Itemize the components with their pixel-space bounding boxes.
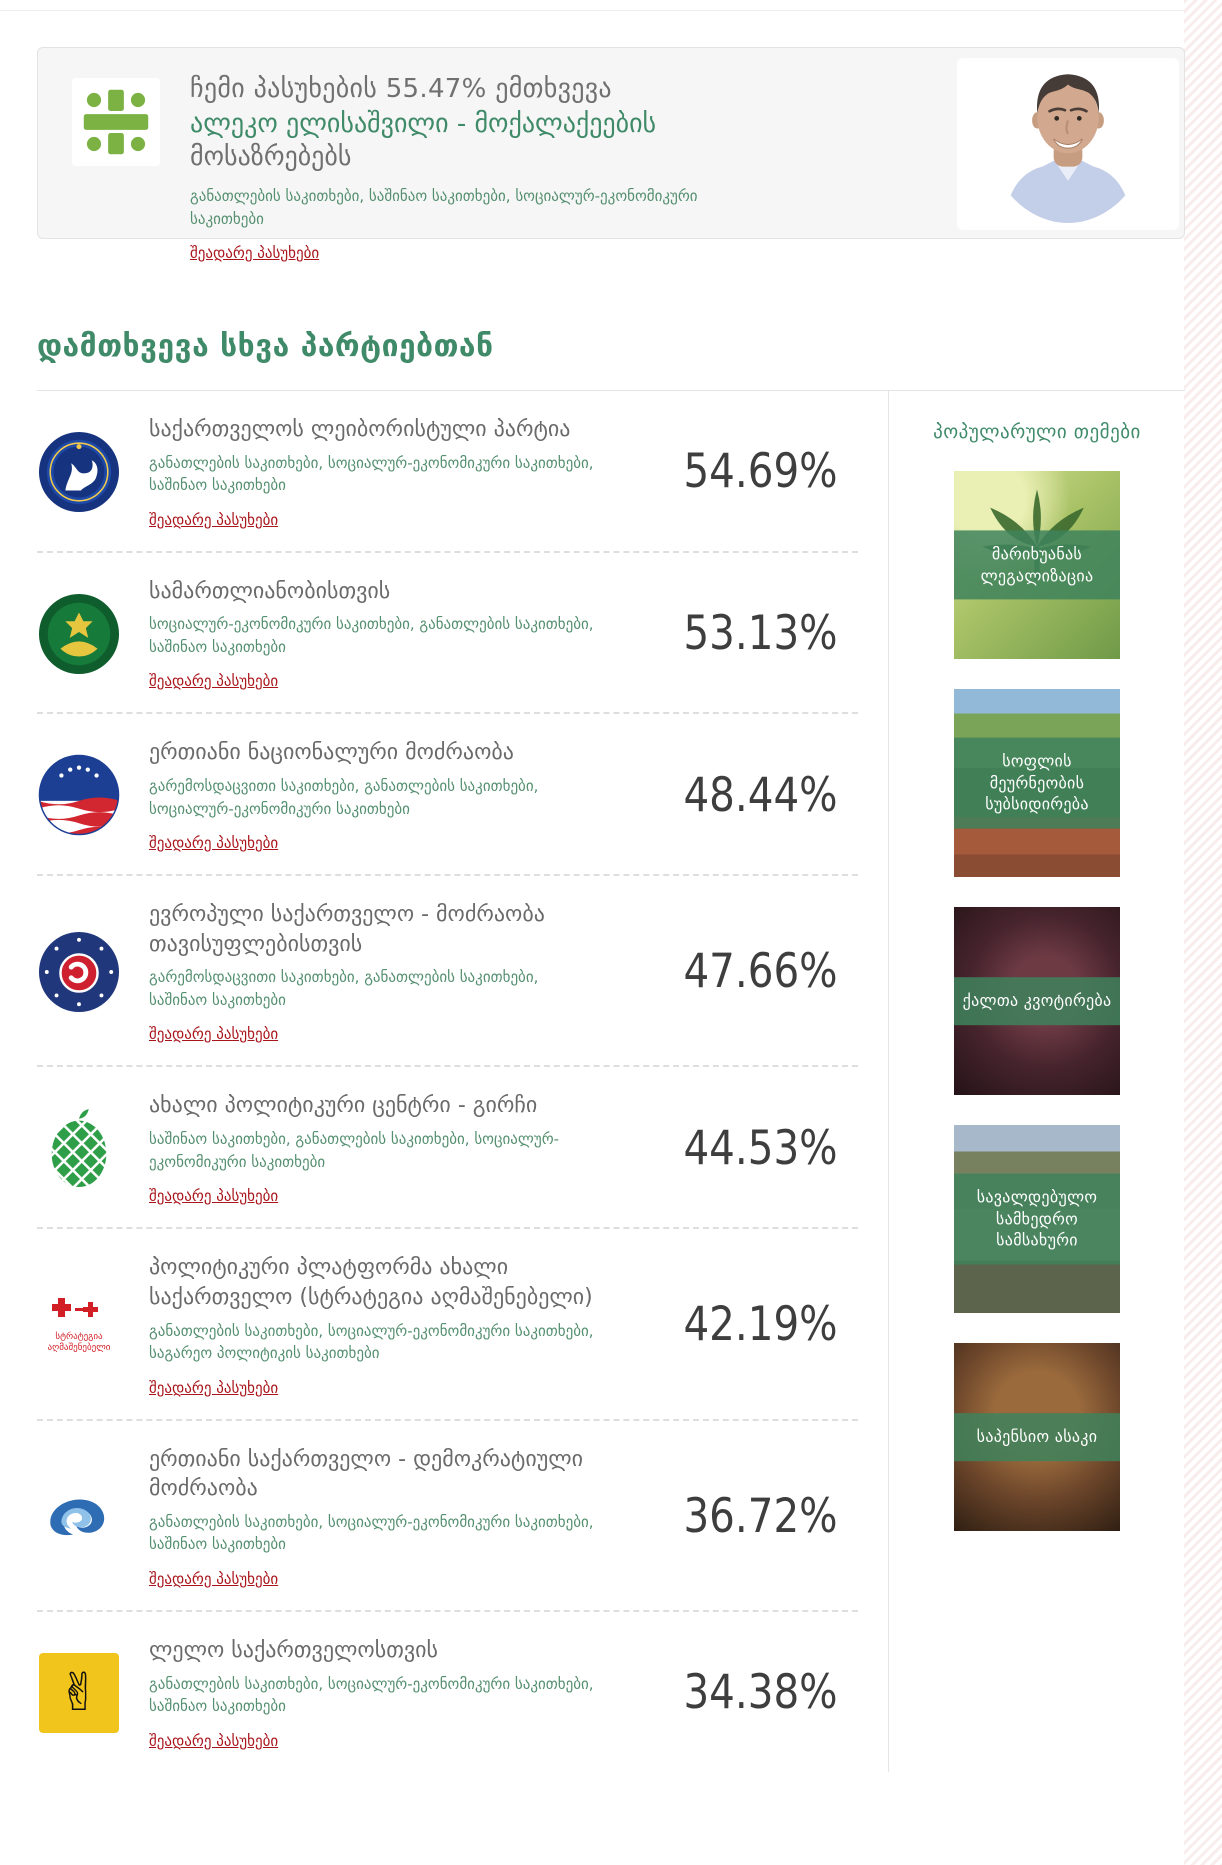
party-info: ერთიანი ნაციონალური მოძრაობა გარემოსდაცვ… xyxy=(149,738,594,852)
party-list-item: ახალი პოლიტიკური ცენტრი - გირჩი საშინაო … xyxy=(37,1067,858,1230)
party-topics: გარემოსდაცვითი საკითხები, განათლების საკ… xyxy=(149,777,539,818)
party-info: სამართლიანობისთვის სოციალურ-ეკონომიკური … xyxy=(149,577,594,691)
topic-card-women-quotas[interactable]: ქალთა კვოტირება xyxy=(954,907,1120,1095)
european-georgia-logo xyxy=(37,930,121,1014)
party-list-item: ✌ ლელო საქართველოსთვის განათლების საკითხ… xyxy=(37,1612,858,1772)
match-percentage: 44.53% xyxy=(683,1120,838,1176)
content-wrapper: ჩემი პასუხების 55.47% ემთხვევა ალეკო ელი… xyxy=(37,47,1185,1772)
party-info: საქართველოს ლეიბორისტული პარტია განათლებ… xyxy=(149,415,594,529)
compare-answers-link[interactable]: შეადარე პასუხები xyxy=(149,672,279,691)
topic-label: მარიხუანას ლეგალიზაცია xyxy=(954,530,1120,600)
my-result-card: ჩემი პასუხების 55.47% ემთხვევა ალეკო ელი… xyxy=(37,47,1185,262)
party-name[interactable]: ერთიანი ნაციონალური მოძრაობა xyxy=(149,740,514,766)
match-percentage: 53.13% xyxy=(683,606,838,662)
party-topics: განათლების საკითხები, სოციალურ-ეკონომიკუ… xyxy=(149,453,594,495)
party-info: ახალი პოლიტიკური ცენტრი - გირჩი საშინაო … xyxy=(149,1091,594,1205)
compare-answers-link[interactable]: შეადარე პასუხები xyxy=(149,1025,279,1044)
victory-hand-icon: ✌ xyxy=(57,1662,101,1723)
match-percentage: 47.66% xyxy=(683,944,838,1000)
party-list-item: სტრატეგია აღმაშენებელი პოლიტიკური პლატფო… xyxy=(37,1229,858,1421)
top-navbar-edge xyxy=(0,0,1222,11)
party-topics: სოციალურ-ეკონომიკური საკითხები, განათლებ… xyxy=(149,615,594,656)
match-percentage-line: ჩემი პასუხების 55.47% ემთხვევა xyxy=(190,74,612,104)
party-topics: განათლების საკითხები, სოციალურ-ეკონომიკუ… xyxy=(149,1674,594,1716)
topic-card-marijuana[interactable]: მარიხუანას ლეგალიზაცია xyxy=(954,471,1120,659)
sidebar-title: პოპულარული თემები xyxy=(933,421,1141,443)
match-percentage: 48.44% xyxy=(683,767,838,823)
match-percentage: 54.69% xyxy=(683,444,838,500)
party-list: საქართველოს ლეიბორისტული პარტია განათლებ… xyxy=(37,391,889,1772)
strategy-aghmashenebeli-logo: სტრატეგია აღმაშენებელი xyxy=(37,1283,121,1367)
citizens-green-cross-icon xyxy=(83,89,149,155)
candidate-photo xyxy=(957,58,1179,230)
united-georgia-swirl-logo xyxy=(37,1474,121,1558)
party-list-item: სამართლიანობისთვის სოციალურ-ეკონომიკური … xyxy=(37,553,858,715)
topic-card-pension-age[interactable]: საპენსიო ასაკი xyxy=(954,1343,1120,1531)
for-justice-logo xyxy=(37,592,121,676)
compare-answers-link[interactable]: შეადარე პასუხები xyxy=(149,1569,279,1588)
strategy-logo-text: სტრატეგია აღმაშენებელი xyxy=(47,1332,111,1353)
results-panel: საქართველოს ლეიბორისტული პარტია განათლებ… xyxy=(37,390,1185,1772)
party-info: ლელო საქართველოსთვის განათლების საკითხებ… xyxy=(149,1636,594,1750)
compare-answers-link[interactable]: შეადარე პასუხები xyxy=(149,834,279,853)
compare-answers-link[interactable]: შეადარე პასუხები xyxy=(149,1378,279,1397)
party-info: პოლიტიკური პლატფორმა ახალი საქართველო (ს… xyxy=(149,1253,594,1396)
lelo-victory-hand-logo: ✌ xyxy=(37,1651,121,1735)
party-list-item: ევროპული საქართველო - მოძრაობა თავისუფლე… xyxy=(37,876,858,1068)
party-info: ევროპული საქართველო - მოძრაობა თავისუფლე… xyxy=(149,900,594,1043)
topic-card-agriculture[interactable]: სოფლის მეურნეობის სუბსიდირება xyxy=(954,689,1120,877)
entity-suffix: მოსაზრებებს xyxy=(190,141,352,172)
party-name[interactable]: პოლიტიკური პლატფორმა ახალი საქართველო (ს… xyxy=(149,1255,593,1310)
popular-topics-sidebar: პოპულარული თემები მარიხუანას ლეგალიზაცია… xyxy=(889,391,1185,1772)
party-name[interactable]: ერთიანი საქართველო - დემოკრატიული მოძრაო… xyxy=(149,1446,584,1502)
topic-label: სოფლის მეურნეობის სუბსიდირება xyxy=(954,737,1120,829)
party-name[interactable]: ლელო საქართველოსთვის xyxy=(149,1637,438,1663)
party-topics: განათლების საკითხები, სოციალურ-ეკონომიკუ… xyxy=(149,1512,594,1554)
party-name[interactable]: ახალი პოლიტიკური ცენტრი - გირჩი xyxy=(149,1093,538,1119)
topic-label: ქალთა კვოტირება xyxy=(954,977,1120,1025)
party-topics: საშინაო საკითხები, განათლების საკითხები,… xyxy=(149,1130,560,1171)
party-list-item: ერთიანი საქართველო - დემოკრატიული მოძრაო… xyxy=(37,1421,858,1612)
matched-entity-line: ალეკო ელისაშვილი - მოქალაქეების მოსაზრებ… xyxy=(190,108,710,173)
compare-answers-link[interactable]: შეადარე პასუხები xyxy=(190,244,320,262)
result-text-block: ჩემი პასუხების 55.47% ემთხვევა ალეკო ელი… xyxy=(190,74,710,262)
party-info: ერთიანი საქართველო - დემოკრატიული მოძრაო… xyxy=(149,1445,594,1588)
candidate-link[interactable]: ალეკო ელისაშვილი - მოქალაქეების xyxy=(190,109,657,139)
labour-party-logo xyxy=(37,430,121,514)
section-title: დამთხვევა სხვა პარტიებთან xyxy=(37,329,494,364)
match-percentage: 42.19% xyxy=(683,1297,838,1353)
topic-card-military-service[interactable]: სავალდებულო სამხედრო სამსახური xyxy=(954,1125,1120,1313)
party-name[interactable]: სამართლიანობისთვის xyxy=(149,578,391,604)
match-percentage: 36.72% xyxy=(683,1488,838,1544)
party-list-item: ერთიანი ნაციონალური მოძრაობა გარემოსდაცვ… xyxy=(37,714,858,877)
match-percentage: 34.38% xyxy=(683,1665,838,1721)
party-topics: გარემოსდაცვითი საკითხები, განათლების საკ… xyxy=(149,968,539,1009)
party-name[interactable]: საქართველოს ლეიბორისტული პარტია xyxy=(149,417,571,442)
matched-topics: განათლების საკითხები, საშინაო საკითხები,… xyxy=(190,187,698,228)
compare-answers-link[interactable]: შეადარე პასუხები xyxy=(149,1731,279,1750)
topic-label: სავალდებულო სამხედრო სამსახური xyxy=(954,1173,1120,1265)
party-topics: განათლების საკითხები, სოციალურ-ეკონომიკუ… xyxy=(149,1321,594,1363)
topic-label: საპენსიო ასაკი xyxy=(954,1413,1120,1461)
unm-logo xyxy=(37,753,121,837)
compare-answers-link[interactable]: შეადარე პასუხები xyxy=(149,1187,279,1206)
page-edge-pattern xyxy=(1184,0,1222,1865)
citizens-party-logo-box xyxy=(72,78,160,166)
compare-answers-link[interactable]: შეადარე პასუხები xyxy=(149,510,279,529)
candidate-portrait-photo xyxy=(1003,74,1133,223)
party-name[interactable]: ევროპული საქართველო - მოძრაობა თავისუფლე… xyxy=(149,902,545,957)
party-list-item: საქართველოს ლეიბორისტული პარტია განათლებ… xyxy=(37,391,858,553)
girchi-pinecone-logo xyxy=(37,1106,121,1190)
